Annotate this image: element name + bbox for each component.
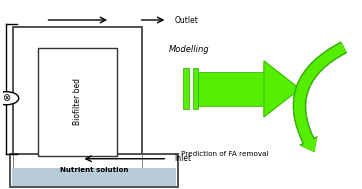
Bar [10,154,178,187]
Polygon shape [264,61,300,117]
Bar [198,72,264,106]
Bar [193,68,198,109]
Text: Nutrient solution: Nutrient solution [60,167,128,173]
Text: ⊗: ⊗ [2,93,10,103]
Bar [12,168,176,186]
Bar [38,48,117,156]
Bar [184,68,189,109]
FancyArrowPatch shape [294,43,346,152]
Bar [13,27,142,169]
FancyArrowPatch shape [293,42,347,152]
Text: Inlet: Inlet [174,154,191,163]
Text: Prediction of FA removal: Prediction of FA removal [181,151,268,157]
Bar [13,27,142,169]
Text: Biofilter bed: Biofilter bed [73,78,82,125]
Circle shape [0,92,19,105]
Text: Modelling: Modelling [168,45,209,53]
Text: Outlet: Outlet [174,15,198,25]
Text: $RE$=1- exp($-kt$): $RE$=1- exp($-kt$) [195,82,289,99]
